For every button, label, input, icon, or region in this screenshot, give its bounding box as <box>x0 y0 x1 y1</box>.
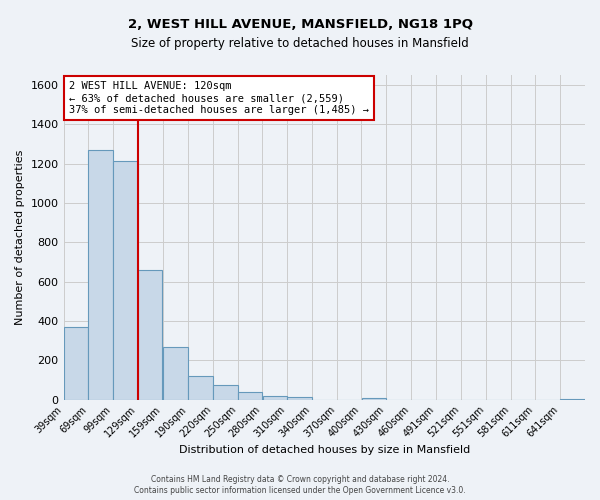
Bar <box>188 376 213 400</box>
X-axis label: Distribution of detached houses by size in Mansfield: Distribution of detached houses by size … <box>179 445 470 455</box>
Bar <box>287 396 312 400</box>
Bar <box>64 327 88 400</box>
Bar <box>263 396 287 400</box>
Text: Contains HM Land Registry data © Crown copyright and database right 2024.: Contains HM Land Registry data © Crown c… <box>151 475 449 484</box>
Bar <box>88 150 113 400</box>
Y-axis label: Number of detached properties: Number of detached properties <box>15 150 25 325</box>
Text: Contains public sector information licensed under the Open Government Licence v3: Contains public sector information licen… <box>134 486 466 495</box>
Bar <box>113 160 137 400</box>
Bar <box>560 398 585 400</box>
Bar <box>138 270 163 400</box>
Bar <box>238 392 262 400</box>
Text: 2 WEST HILL AVENUE: 120sqm
← 63% of detached houses are smaller (2,559)
37% of s: 2 WEST HILL AVENUE: 120sqm ← 63% of deta… <box>69 82 369 114</box>
Text: Size of property relative to detached houses in Mansfield: Size of property relative to detached ho… <box>131 38 469 51</box>
Bar <box>213 385 238 400</box>
Text: 2, WEST HILL AVENUE, MANSFIELD, NG18 1PQ: 2, WEST HILL AVENUE, MANSFIELD, NG18 1PQ <box>128 18 473 30</box>
Bar <box>163 346 188 400</box>
Bar <box>362 398 386 400</box>
